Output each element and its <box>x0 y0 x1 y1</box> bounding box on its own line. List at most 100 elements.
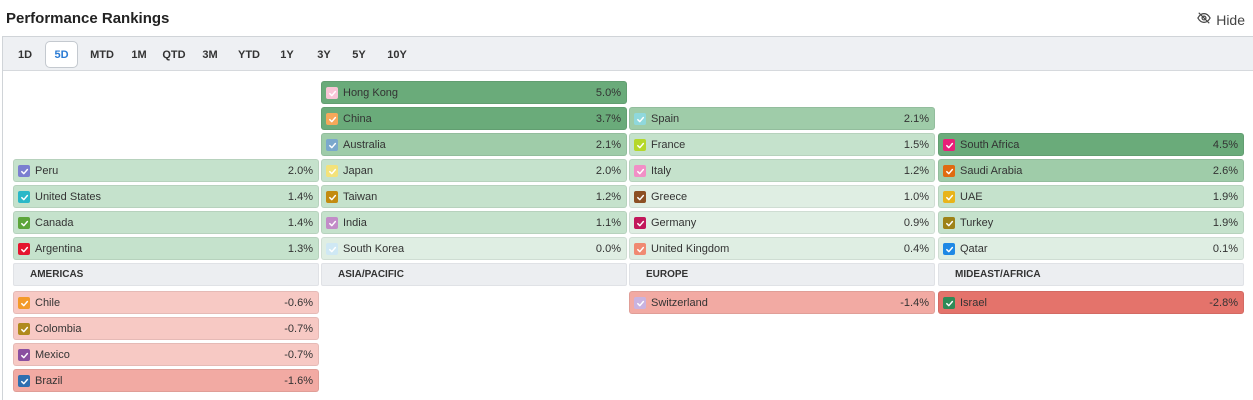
country-value: -1.4% <box>900 297 929 309</box>
hide-button[interactable]: Hide <box>1197 11 1245 28</box>
country-value: 1.4% <box>287 217 313 229</box>
country-cell-taiwan[interactable]: Taiwan 1.2% <box>321 185 627 208</box>
tab-5d[interactable]: 5D <box>45 41 78 68</box>
country-name: Turkey <box>960 217 994 229</box>
checkbox-icon[interactable] <box>634 243 646 255</box>
checkbox-icon[interactable] <box>18 297 30 309</box>
country-cell-saudi-arabia[interactable]: Saudi Arabia 2.6% <box>938 159 1244 182</box>
country-name: India <box>343 217 367 229</box>
country-cell-mexico[interactable]: Mexico -0.7% <box>13 343 319 366</box>
tab-qtd[interactable]: QTD <box>162 48 186 61</box>
checkbox-icon[interactable] <box>326 191 338 203</box>
tab-mtd[interactable]: MTD <box>90 48 114 61</box>
country-cell-chile[interactable]: Chile -0.6% <box>13 291 319 314</box>
country-name: Canada <box>35 217 74 229</box>
checkbox-icon[interactable] <box>18 243 30 255</box>
country-cell-france[interactable]: France 1.5% <box>629 133 935 156</box>
checkbox-icon[interactable] <box>943 243 955 255</box>
country-value: 1.5% <box>903 139 929 151</box>
checkbox-icon[interactable] <box>634 297 646 309</box>
checkbox-icon[interactable] <box>634 139 646 151</box>
country-name: Israel <box>960 297 987 309</box>
country-value: 2.6% <box>1212 165 1238 177</box>
country-cell-uae[interactable]: UAE 1.9% <box>938 185 1244 208</box>
country-name: United States <box>35 191 102 203</box>
country-cell-qatar[interactable]: Qatar 0.1% <box>938 237 1244 260</box>
region-label-americas: AMERICAS <box>13 263 319 286</box>
tab-10y[interactable]: 10Y <box>387 48 407 61</box>
country-name: South Korea <box>343 243 405 255</box>
country-value: 0.1% <box>1212 243 1238 255</box>
country-value: 1.3% <box>287 243 313 255</box>
country-cell-italy[interactable]: Italy 1.2% <box>629 159 935 182</box>
checkbox-icon[interactable] <box>634 191 646 203</box>
checkbox-icon[interactable] <box>326 217 338 229</box>
checkbox-icon[interactable] <box>326 113 338 125</box>
checkbox-icon[interactable] <box>943 165 955 177</box>
country-cell-greece[interactable]: Greece 1.0% <box>629 185 935 208</box>
country-cell-south-korea[interactable]: South Korea 0.0% <box>321 237 627 260</box>
eye-off-icon <box>1197 11 1212 28</box>
country-cell-hong-kong[interactable]: Hong Kong 5.0% <box>321 81 627 104</box>
country-cell-brazil[interactable]: Brazil -1.6% <box>13 369 319 392</box>
country-value: 2.0% <box>595 165 621 177</box>
country-cell-israel[interactable]: Israel -2.8% <box>938 291 1244 314</box>
country-cell-germany[interactable]: Germany 0.9% <box>629 211 935 234</box>
checkbox-icon[interactable] <box>18 323 30 335</box>
tab-1m[interactable]: 1M <box>131 48 147 61</box>
country-cell-china[interactable]: China 3.7% <box>321 107 627 130</box>
checkbox-icon[interactable] <box>18 217 30 229</box>
country-cell-japan[interactable]: Japan 2.0% <box>321 159 627 182</box>
country-name: France <box>651 139 686 151</box>
checkbox-icon[interactable] <box>943 139 955 151</box>
country-cell-argentina[interactable]: Argentina 1.3% <box>13 237 319 260</box>
checkbox-icon[interactable] <box>634 165 646 177</box>
checkbox-icon[interactable] <box>634 217 646 229</box>
tab-5y[interactable]: 5Y <box>352 48 366 61</box>
checkbox-icon[interactable] <box>943 217 955 229</box>
checkbox-icon[interactable] <box>943 297 955 309</box>
country-name: South Africa <box>960 139 1020 151</box>
country-name: Australia <box>343 139 386 151</box>
country-value: 4.5% <box>1212 139 1238 151</box>
country-value: -0.6% <box>284 297 313 309</box>
checkbox-icon[interactable] <box>326 243 338 255</box>
country-value: -1.6% <box>284 375 313 387</box>
country-cell-australia[interactable]: Australia 2.1% <box>321 133 627 156</box>
region-label-mideast-africa: MIDEAST/AFRICA <box>938 263 1244 286</box>
country-cell-peru[interactable]: Peru 2.0% <box>13 159 319 182</box>
country-cell-switzerland[interactable]: Switzerland -1.4% <box>629 291 935 314</box>
tab-1y[interactable]: 1Y <box>280 48 294 61</box>
checkbox-icon[interactable] <box>18 165 30 177</box>
country-value: 3.7% <box>595 113 621 125</box>
country-value: -0.7% <box>284 349 313 361</box>
country-name: Chile <box>35 297 61 309</box>
country-cell-canada[interactable]: Canada 1.4% <box>13 211 319 234</box>
checkbox-icon[interactable] <box>326 87 338 99</box>
checkbox-icon[interactable] <box>326 165 338 177</box>
country-cell-india[interactable]: India 1.1% <box>321 211 627 234</box>
tab-3m[interactable]: 3M <box>202 48 218 61</box>
country-value: 1.0% <box>903 191 929 203</box>
country-name: Switzerland <box>651 297 708 309</box>
country-cell-turkey[interactable]: Turkey 1.9% <box>938 211 1244 234</box>
checkbox-icon[interactable] <box>943 191 955 203</box>
country-cell-spain[interactable]: Spain 2.1% <box>629 107 935 130</box>
country-name: Argentina <box>35 243 83 255</box>
checkbox-icon[interactable] <box>326 139 338 151</box>
country-cell-united-states[interactable]: United States 1.4% <box>13 185 319 208</box>
tab-3y[interactable]: 3Y <box>317 48 331 61</box>
country-value: 2.1% <box>903 113 929 125</box>
checkbox-icon[interactable] <box>634 113 646 125</box>
period-tabs: 1D 5D MTD 1M QTD 3M YTD 1Y 3Y 5Y 10Y <box>3 37 1253 71</box>
tab-1d[interactable]: 1D <box>17 48 33 61</box>
country-value: 1.1% <box>595 217 621 229</box>
country-cell-united-kingdom[interactable]: United Kingdom 0.4% <box>629 237 935 260</box>
page-title: Performance Rankings <box>6 10 170 27</box>
tab-ytd[interactable]: YTD <box>238 48 260 61</box>
country-cell-south-africa[interactable]: South Africa 4.5% <box>938 133 1244 156</box>
checkbox-icon[interactable] <box>18 191 30 203</box>
country-cell-colombia[interactable]: Colombia -0.7% <box>13 317 319 340</box>
checkbox-icon[interactable] <box>18 375 30 387</box>
checkbox-icon[interactable] <box>18 349 30 361</box>
